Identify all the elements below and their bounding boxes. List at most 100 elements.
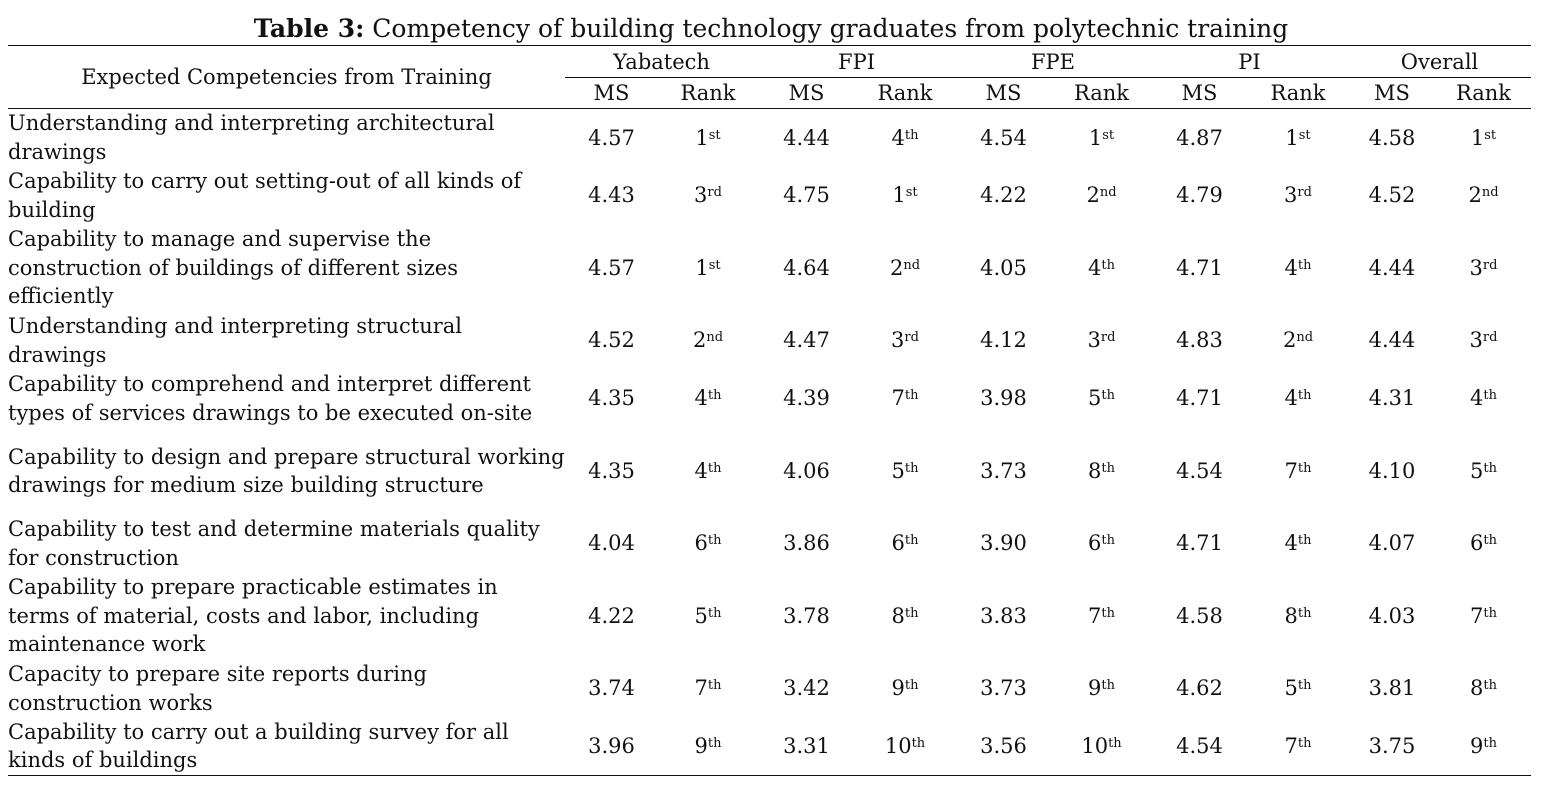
ms-cell-yabatech: 4.57	[588, 125, 635, 150]
header-group-pi: PI	[1151, 45, 1348, 78]
ms-cell-fpe: 3.73	[980, 676, 1027, 701]
ms-cell-pi: 4.54	[1151, 717, 1248, 776]
rank-suffix: rd	[1100, 330, 1116, 346]
rank-cell-fpe: 7th	[1052, 573, 1151, 660]
rank-cell-fpi: 9th	[855, 660, 955, 718]
rank-number: 5	[694, 603, 708, 628]
rank-suffix: th	[1297, 736, 1312, 751]
rank-suffix: th	[1101, 460, 1115, 476]
header-group-overall: Overall	[1348, 45, 1531, 78]
rank-cell-yabatech: 4th	[658, 428, 758, 515]
rank-cell-fpe: 9th	[1052, 660, 1151, 718]
rank-number: 5	[1088, 386, 1102, 411]
competency-label: Capacity to prepare site reports during …	[8, 662, 427, 715]
table-caption-text: Competency of building technology gradua…	[372, 14, 1289, 43]
rank-number: 6	[694, 531, 708, 556]
rank-suffix: th	[1297, 388, 1312, 404]
rank-suffix: th	[1101, 257, 1115, 273]
rank-cell-fpi: 8th	[855, 573, 955, 660]
rank-suffix: th	[904, 127, 919, 143]
competency-label: Capability to manage and supervise the c…	[8, 227, 459, 309]
rank-cell-overall: 5th	[1436, 428, 1531, 515]
ms-cell-fpe: 3.90	[980, 531, 1027, 556]
ms-cell-fpi: 4.06	[783, 458, 830, 483]
ms-cell-yabatech: 4.04	[588, 531, 635, 556]
rank-number: 10	[884, 734, 912, 758]
rank-suffix: th	[1101, 388, 1115, 404]
competency-table: Expected Competencies from Training Yaba…	[8, 45, 1531, 776]
rank-number: 3	[1284, 183, 1298, 208]
rank-suffix: st	[708, 257, 721, 273]
rank-cell-fpi: 7th	[855, 370, 955, 428]
ms-cell-yabatech: 4.35	[588, 386, 635, 411]
ms-cell-yabatech: 3.74	[588, 676, 635, 701]
rank-suffix: nd	[903, 257, 921, 273]
header-rank: Rank	[855, 77, 955, 109]
rank-number: 8	[1088, 458, 1102, 483]
rank-cell-overall: 4th	[1436, 370, 1531, 428]
rank-suffix: th	[1297, 257, 1312, 273]
rank-cell-fpi: 1st	[855, 167, 955, 225]
ms-cell-pi: 4.62	[1176, 676, 1223, 701]
rank-cell-pi: 4th	[1248, 225, 1348, 312]
ms-cell-fpe: 4.22	[980, 183, 1027, 208]
rank-cell-yabatech: 2nd	[658, 312, 758, 370]
rank-suffix: th	[1297, 605, 1312, 621]
rank-cell-pi: 7th	[1248, 428, 1348, 515]
rank-suffix: th	[911, 736, 926, 751]
rank-cell-overall: 1st	[1436, 109, 1531, 167]
table-row: Understanding and interpreting structura…	[8, 312, 1531, 370]
rank-suffix: th	[707, 460, 722, 476]
table-row: Capability to carry out setting-out of a…	[8, 167, 1531, 225]
rank-suffix: th	[904, 460, 919, 476]
rank-suffix: th	[1483, 605, 1497, 621]
competency-label: Understanding and interpreting structura…	[8, 314, 462, 367]
header-rank: Rank	[1248, 77, 1348, 109]
rank-suffix: th	[1297, 460, 1312, 476]
ms-cell-fpi: 4.44	[783, 125, 830, 150]
rank-number: 9	[1088, 676, 1102, 701]
header-group-fpi: FPI	[758, 45, 955, 78]
ms-cell-overall: 4.44	[1368, 255, 1416, 280]
ms-cell-fpe: 4.05	[980, 255, 1027, 280]
rank-number: 9	[1470, 734, 1484, 758]
rank-suffix: rd	[1482, 257, 1498, 273]
rank-cell-fpe: 2nd	[1052, 167, 1151, 225]
rank-number: 4	[1284, 531, 1298, 556]
rank-cell-fpe: 3rd	[1052, 312, 1151, 370]
rank-number: 5	[1470, 458, 1484, 483]
competency-label: Capability to carry out a building surve…	[8, 717, 565, 776]
rank-number: 1	[1285, 125, 1299, 150]
table-row: Capability to test and determine materia…	[8, 515, 1531, 573]
ms-cell-yabatech: 3.96	[565, 717, 658, 776]
rank-cell-fpi: 10th	[855, 717, 955, 776]
ms-cell-fpi: 3.78	[783, 603, 830, 628]
rank-cell-pi: 7th	[1248, 717, 1348, 776]
table-row: Capacity to prepare site reports during …	[8, 660, 1531, 718]
ms-cell-pi: 4.58	[1176, 603, 1223, 628]
ms-cell-yabatech: 4.43	[588, 183, 635, 208]
rank-suffix: st	[1484, 127, 1497, 143]
ms-cell-overall: 4.07	[1368, 531, 1416, 556]
rank-suffix: th	[707, 533, 722, 549]
header-ms: MS	[565, 77, 658, 109]
ms-cell-fpi: 3.86	[783, 531, 830, 556]
competency-label: Understanding and interpreting architect…	[8, 111, 495, 164]
rank-number: 7	[694, 676, 708, 701]
table-body: Understanding and interpreting architect…	[8, 109, 1531, 776]
rank-number: 10	[1081, 734, 1109, 758]
rank-suffix: th	[1101, 605, 1115, 621]
rank-cell-yabatech: 9th	[658, 717, 758, 776]
rank-cell-overall: 7th	[1436, 573, 1531, 660]
rank-number: 2	[1086, 183, 1100, 208]
ms-cell-overall: 4.52	[1368, 183, 1416, 208]
rank-number: 3	[1087, 328, 1101, 353]
ms-cell-fpi: 4.64	[783, 255, 830, 280]
ms-cell-pi: 4.71	[1176, 531, 1223, 556]
rank-cell-fpi: 3rd	[855, 312, 955, 370]
header-ms: MS	[955, 77, 1052, 109]
rank-cell-yabatech: 6th	[658, 515, 758, 573]
rank-cell-fpi: 4th	[855, 109, 955, 167]
rank-suffix: rd	[1482, 330, 1498, 346]
rank-number: 4	[1284, 386, 1298, 411]
